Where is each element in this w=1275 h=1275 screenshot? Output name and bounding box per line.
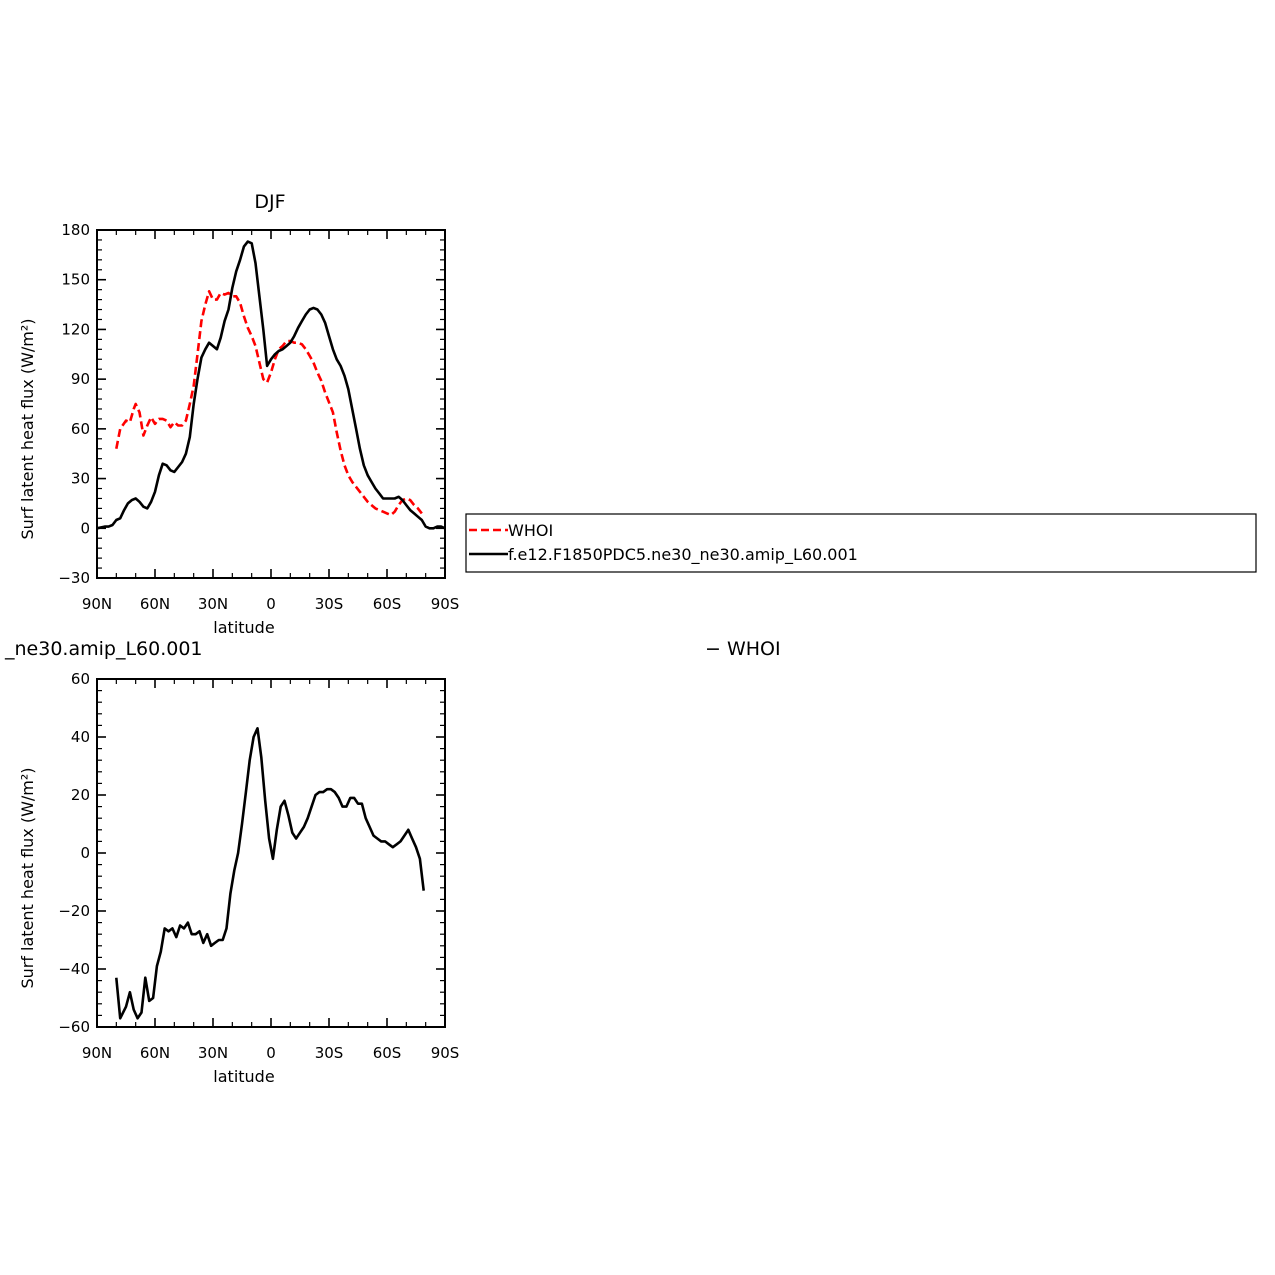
legend-label-model: f.e12.F1850PDC5.ne30_ne30.amip_L60.001 xyxy=(508,545,858,565)
x-tick-label: 90S xyxy=(431,1044,460,1062)
x-tick-label: 60S xyxy=(373,595,402,613)
series-line-f-e12-f1850pdc5-ne30-ne30-amip-l60-001 xyxy=(96,240,446,530)
series-line-difference xyxy=(115,726,425,1020)
y-tick-label: 0 xyxy=(80,519,90,537)
panel-title: DJF xyxy=(254,191,285,213)
legend-label-whoi: WHOI xyxy=(508,521,553,540)
x-tick-label: 30S xyxy=(315,1044,344,1062)
djf-panel: −30 0 30 60 90 120 150 180 90N 60N 30N 0 30S 60S 90S la… xyxy=(18,191,459,637)
plot-frame xyxy=(96,229,446,579)
y-tick-label: 150 xyxy=(61,271,90,289)
x-tick-label: 60S xyxy=(373,1044,402,1062)
y-tick-label: 0 xyxy=(80,844,90,862)
y-tick-label: 40 xyxy=(71,728,90,746)
x-tick-label: 90N xyxy=(82,595,112,613)
y-tick-label: −40 xyxy=(58,960,90,978)
x-axis-title: latitude xyxy=(213,618,274,637)
series-line-whoi xyxy=(115,289,423,517)
y-axis-title: Surf latent heat flux (W/m²) xyxy=(18,767,37,988)
y-tick-label: −20 xyxy=(58,902,90,920)
y-tick-label: −30 xyxy=(58,569,90,587)
legend: WHOI f.e12.F1850PDC5.ne30_ne30.amip_L60.… xyxy=(465,513,1257,573)
y-tick-label: −60 xyxy=(58,1018,90,1036)
x-tick-label: 30S xyxy=(315,595,344,613)
y-tick-label: 30 xyxy=(71,470,90,488)
x-tick-label: 90S xyxy=(431,595,460,613)
y-tick-label: 60 xyxy=(71,670,90,688)
y-tick-label: 180 xyxy=(61,221,90,239)
x-tick-label: 0 xyxy=(266,1044,276,1062)
y-tick-label: 20 xyxy=(71,786,90,804)
x-tick-label: 60N xyxy=(140,595,170,613)
panel-title: _ne30.amip_L60.001 xyxy=(4,638,203,660)
difference-panel: −60 −40 −20 0 20 40 60 90N 60N 30N 0 30S 60S 90S latit… xyxy=(4,638,781,1086)
x-axis-title: latitude xyxy=(213,1067,274,1086)
y-tick-label: 90 xyxy=(71,370,90,388)
x-tick-label: 90N xyxy=(82,1044,112,1062)
y-tick-label: 120 xyxy=(61,320,90,338)
y-axis-title: Surf latent heat flux (W/m²) xyxy=(18,318,37,539)
x-tick-label: 0 xyxy=(266,595,276,613)
x-tick-label: 60N xyxy=(140,1044,170,1062)
x-tick-label: 30N xyxy=(198,595,228,613)
x-tick-label: 30N xyxy=(198,1044,228,1062)
y-tick-label: 60 xyxy=(71,420,90,438)
panel-title-right: − WHOI xyxy=(705,638,781,660)
legend-box xyxy=(465,513,1257,573)
